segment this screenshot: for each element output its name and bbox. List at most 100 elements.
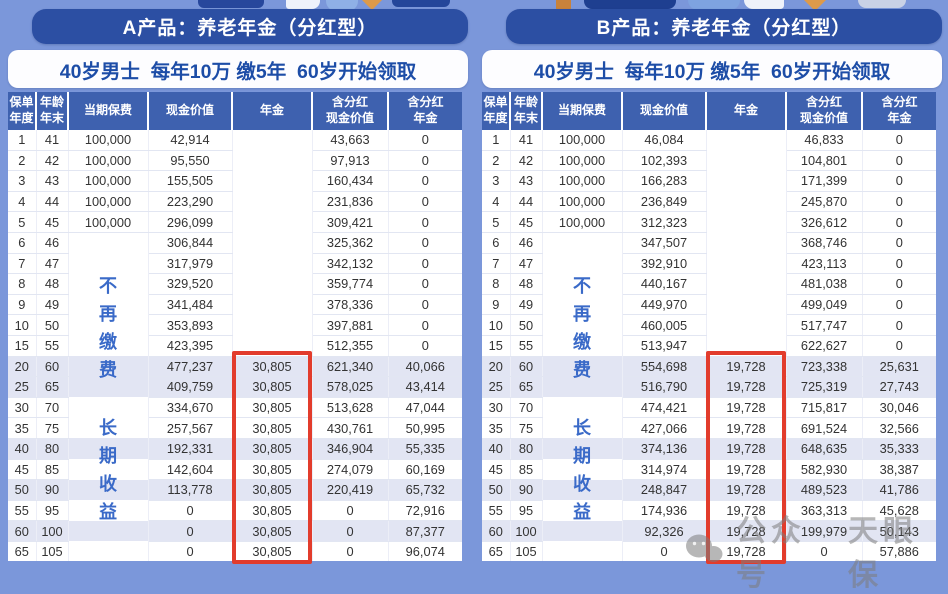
decor-shape xyxy=(688,0,740,10)
cell-policy-year: 30 xyxy=(8,397,37,419)
cell-premium: 100,000 xyxy=(542,170,623,192)
cell-policy-year: 2 xyxy=(482,150,511,172)
cell-premium xyxy=(542,294,623,315)
decor-shape xyxy=(744,0,784,9)
table-row: 50 90 113,778 30,805 220,419 65,732 xyxy=(8,479,462,501)
cell-policy-year: 20 xyxy=(482,356,511,378)
cell-annuity-with-dividend: 25,631 xyxy=(862,356,936,378)
table-row: 55 95 0 30,805 0 72,916 xyxy=(8,500,462,522)
cell-premium xyxy=(68,294,149,315)
cell-premium xyxy=(542,232,623,254)
cell-annuity-with-dividend: 50,143 xyxy=(862,520,936,542)
cell-premium xyxy=(68,335,149,357)
cell-age: 90 xyxy=(36,479,69,501)
cell-annuity xyxy=(232,211,313,233)
cell-annuity-with-dividend: 0 xyxy=(388,253,462,275)
table-row: 7 47 392,910 423,113 0 xyxy=(482,253,936,275)
product-a-title-bar: A产品：养老年金（分红型） xyxy=(32,9,468,44)
table-row: 3 43 100,000 155,505 160,434 0 xyxy=(8,170,462,192)
cell-premium xyxy=(542,459,623,480)
column-header: 年龄 年末 xyxy=(510,92,543,130)
cell-cash-value-with-dividend: 0 xyxy=(312,541,389,562)
cell-premium xyxy=(542,273,623,295)
cell-cash-value-with-dividend: 309,421 xyxy=(312,211,389,233)
cell-cash-value-with-dividend: 481,038 xyxy=(786,273,863,295)
cell-premium: 100,000 xyxy=(68,130,149,151)
cell-cash-value-with-dividend: 512,355 xyxy=(312,335,389,357)
column-header: 年金 xyxy=(706,92,787,130)
cell-cash-value: 460,005 xyxy=(622,314,707,336)
cell-age: 60 xyxy=(510,356,543,378)
table-row: 35 75 427,066 19,728 691,524 32,566 xyxy=(482,417,936,439)
cell-cash-value-with-dividend: 397,881 xyxy=(312,314,389,336)
table-row: 2 42 100,000 102,393 104,801 0 xyxy=(482,150,936,172)
cell-annuity: 30,805 xyxy=(232,459,313,481)
table-row: 60 100 92,326 19,728 199,979 50,143 xyxy=(482,520,936,542)
cell-annuity xyxy=(232,191,313,212)
cell-annuity-with-dividend: 0 xyxy=(862,335,936,357)
cell-cash-value-with-dividend: 97,913 xyxy=(312,150,389,172)
cell-annuity-with-dividend: 35,333 xyxy=(862,438,936,460)
cell-policy-year: 7 xyxy=(8,253,37,275)
table-row: 45 85 314,974 19,728 582,930 38,387 xyxy=(482,459,936,481)
cell-age: 80 xyxy=(36,438,69,460)
table-row: 45 85 142,604 30,805 274,079 60,169 xyxy=(8,459,462,481)
table-row: 10 50 460,005 517,747 0 xyxy=(482,314,936,336)
cell-annuity-with-dividend: 87,377 xyxy=(388,520,462,542)
column-header: 年金 xyxy=(232,92,313,130)
cell-cash-value: 477,237 xyxy=(148,356,233,378)
cell-cash-value: 312,323 xyxy=(622,211,707,233)
cell-policy-year: 3 xyxy=(8,170,37,192)
cell-cash-value: 42,914 xyxy=(148,130,233,151)
cell-premium xyxy=(542,356,623,377)
decor-shape xyxy=(858,0,906,8)
cell-annuity-with-dividend: 32,566 xyxy=(862,417,936,439)
cell-policy-year: 50 xyxy=(482,479,511,501)
cell-annuity-with-dividend: 0 xyxy=(862,273,936,295)
cell-annuity-with-dividend: 0 xyxy=(388,150,462,172)
cell-annuity xyxy=(706,211,787,233)
cell-age: 47 xyxy=(36,253,69,275)
cell-cash-value-with-dividend: 489,523 xyxy=(786,479,863,501)
cell-annuity: 19,728 xyxy=(706,500,787,522)
decor-shape xyxy=(362,0,382,10)
cell-annuity-with-dividend: 43,414 xyxy=(388,376,462,398)
cell-annuity-with-dividend: 0 xyxy=(388,314,462,336)
cell-premium xyxy=(542,253,623,274)
cell-policy-year: 40 xyxy=(8,438,37,460)
cell-cash-value-with-dividend: 499,049 xyxy=(786,294,863,316)
cell-age: 75 xyxy=(510,417,543,439)
cell-age: 70 xyxy=(36,397,69,419)
cell-policy-year: 25 xyxy=(482,376,511,398)
cell-cash-value-with-dividend: 423,113 xyxy=(786,253,863,275)
cell-annuity: 19,728 xyxy=(706,479,787,501)
cell-annuity: 19,728 xyxy=(706,520,787,542)
cell-age: 47 xyxy=(510,253,543,275)
cell-age: 105 xyxy=(510,541,543,562)
product-b-subtitle: 40岁男士 每年10万 缴5年 60岁开始领取 xyxy=(533,60,891,83)
cell-cash-value-with-dividend: 199,979 xyxy=(786,520,863,542)
product-a-subtitle: 40岁男士 每年10万 缴5年 60岁开始领取 xyxy=(59,60,417,83)
decor-shape xyxy=(392,0,450,7)
cell-annuity: 30,805 xyxy=(232,417,313,439)
cell-annuity-with-dividend: 0 xyxy=(862,211,936,233)
cell-cash-value: 296,099 xyxy=(148,211,233,233)
cell-policy-year: 65 xyxy=(482,541,511,562)
cell-cash-value: 474,421 xyxy=(622,397,707,419)
cell-policy-year: 55 xyxy=(482,500,511,522)
cell-annuity-with-dividend: 0 xyxy=(862,150,936,172)
cell-premium xyxy=(68,459,149,480)
table-row: 25 65 516,790 19,728 725,319 27,743 xyxy=(482,376,936,398)
cell-cash-value: 513,947 xyxy=(622,335,707,357)
cell-policy-year: 10 xyxy=(8,314,37,336)
cell-premium xyxy=(68,417,149,439)
table-row: 1 41 100,000 46,084 46,833 0 xyxy=(482,130,936,151)
decor-shape xyxy=(198,0,264,8)
table-row: 1 41 100,000 42,914 43,663 0 xyxy=(8,130,462,151)
cell-premium xyxy=(542,335,623,357)
cell-age: 43 xyxy=(510,170,543,192)
cell-annuity: 19,728 xyxy=(706,376,787,398)
cell-age: 65 xyxy=(510,376,543,398)
cell-policy-year: 4 xyxy=(482,191,511,213)
cell-annuity-with-dividend: 45,628 xyxy=(862,500,936,522)
